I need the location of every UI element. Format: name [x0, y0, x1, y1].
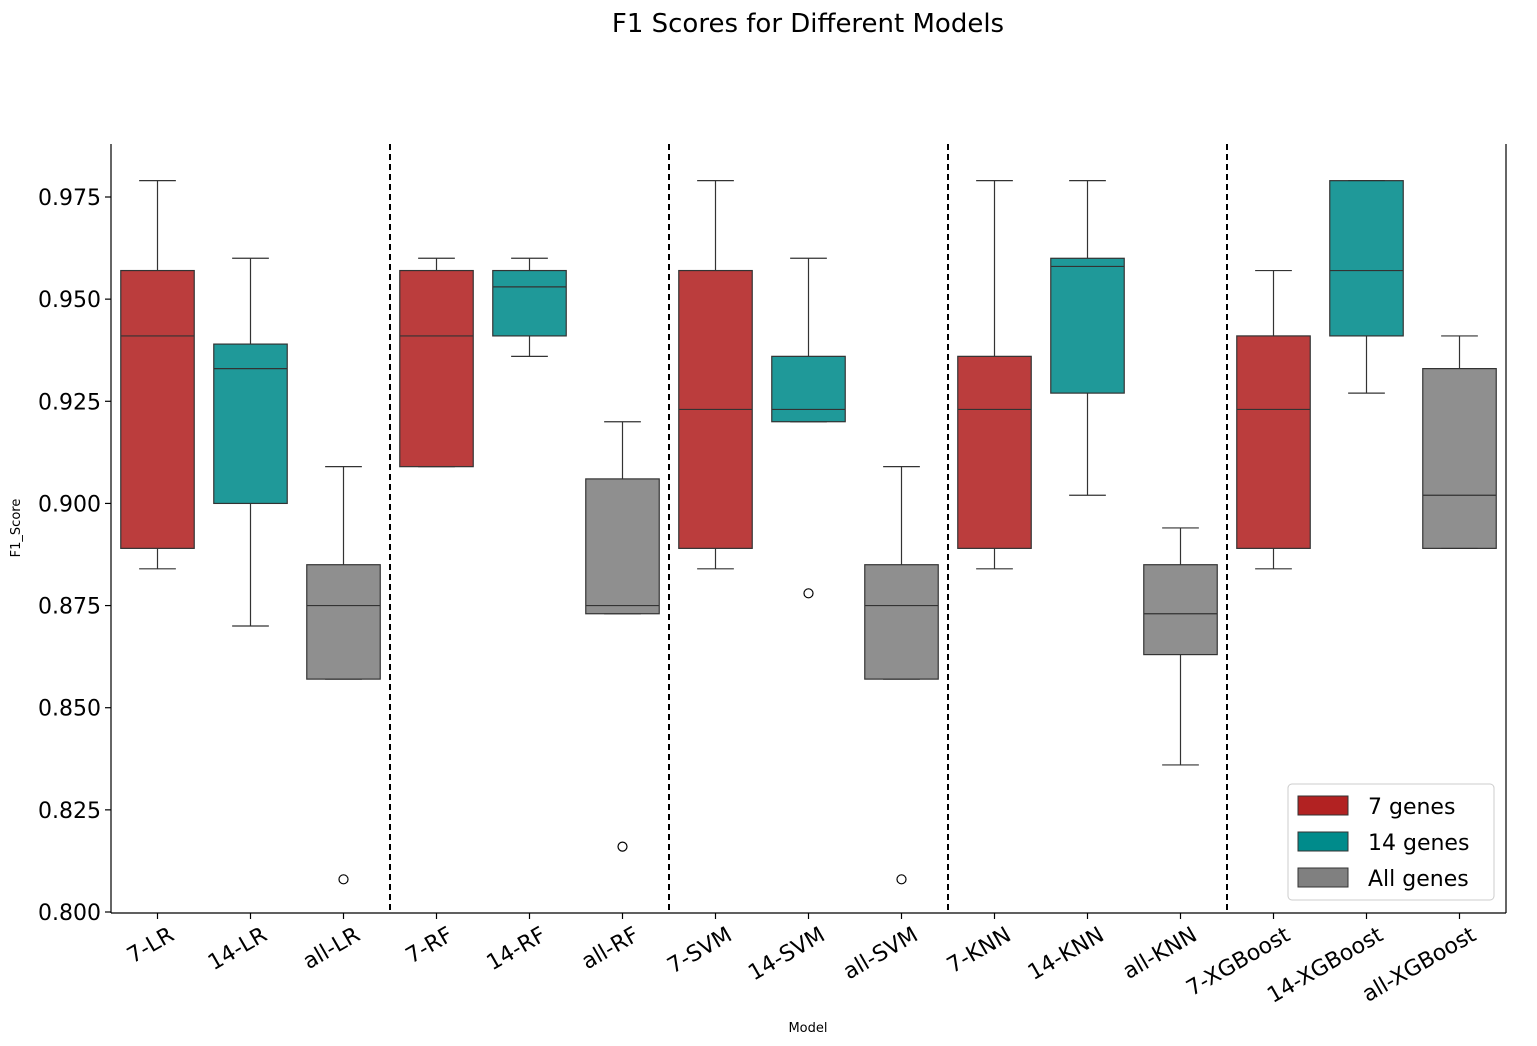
box-14-XGBoost [1329, 180, 1404, 394]
box-all-KNN [1143, 527, 1218, 766]
y-tick-label: 0.800 [38, 901, 101, 926]
y-tick-label: 0.850 [38, 697, 101, 722]
box-body [306, 564, 381, 680]
x-tick-label: 14-LR [204, 923, 271, 976]
box-7-RF [399, 257, 474, 468]
legend: 7 genes 14 genes All genes [1287, 783, 1495, 901]
x-tick-label: all-RF [578, 923, 644, 975]
box-14-KNN [1050, 180, 1125, 496]
box-body [399, 269, 474, 468]
x-tick-label: all-SVM [839, 923, 922, 985]
box-body [864, 564, 939, 680]
x-tick-label: 7-SVM [663, 923, 736, 980]
box-body [1329, 180, 1404, 337]
box-all-LR [306, 466, 381, 885]
box-body [1422, 368, 1497, 549]
x-tick-label: all-LR [299, 923, 364, 975]
x-tick-label: 14-SVM [744, 923, 829, 987]
outlier-point [338, 874, 349, 885]
legend-label: 7 genes [1368, 795, 1455, 820]
legend-label: 14 genes [1368, 831, 1469, 856]
y-tick-label: 0.875 [38, 595, 101, 620]
box-body [1143, 564, 1218, 656]
box-all-XGBoost [1422, 335, 1497, 549]
legend-label: All genes [1368, 867, 1469, 892]
box-body [771, 355, 846, 423]
box-7-LR [120, 180, 195, 570]
y-tick-label: 0.825 [38, 799, 101, 824]
box-body [1236, 335, 1311, 549]
outlier-point [617, 841, 628, 852]
plot-area [120, 144, 1497, 913]
x-tick-label: 14-KNN [1024, 923, 1109, 986]
box-body [120, 269, 195, 549]
box-body [213, 343, 288, 505]
box-body [957, 355, 1032, 549]
box-all-RF [585, 421, 660, 852]
y-tick-label: 0.950 [38, 288, 101, 313]
x-tick-label: 7-KNN [943, 923, 1015, 979]
y-tick-label: 0.900 [38, 492, 101, 517]
chart-title: F1 Scores for Different Models [612, 9, 1004, 39]
box-body [492, 269, 567, 337]
box-body [585, 478, 660, 615]
legend-swatch [1297, 867, 1349, 888]
y-axis-label: F1_Score [9, 499, 24, 558]
outlier-point [803, 588, 814, 599]
y-tick-label: 0.925 [38, 390, 101, 415]
x-axis-label: Model [788, 1021, 827, 1036]
box-14-SVM [771, 257, 846, 599]
box-14-LR [213, 257, 288, 627]
outlier-point [896, 874, 907, 885]
x-tick-label: 14-RF [483, 923, 551, 977]
box-7-SVM [678, 180, 753, 570]
legend-swatch [1297, 795, 1349, 816]
x-tick-label: 7-RF [402, 923, 458, 970]
axes: 0.800 0.825 0.850 0.875 0.900 0.925 0.950 0.975… [38, 144, 1507, 1009]
box-body [1050, 257, 1125, 394]
box-7-XGBoost [1236, 269, 1311, 570]
box-14-RF [492, 257, 567, 357]
box-7-KNN [957, 180, 1032, 570]
y-tick-label: 0.975 [38, 186, 101, 211]
box-all-SVM [864, 466, 939, 885]
legend-swatch [1297, 831, 1349, 852]
x-tick-label: 7-LR [123, 923, 178, 969]
